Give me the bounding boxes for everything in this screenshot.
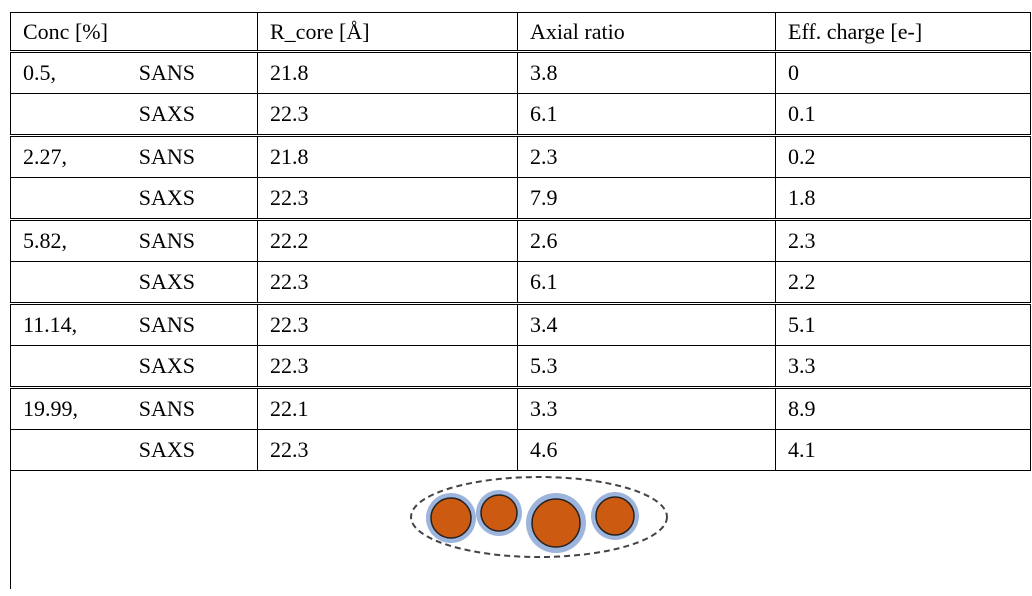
method: SAXS (138, 437, 195, 462)
header-cell: R_core [Å] (257, 12, 518, 52)
value-cell: 3.3 (775, 345, 1031, 388)
concentration: 19.99, (23, 396, 78, 421)
conc-cell: 11.14, SANS (10, 302, 258, 346)
data-row: 0.5, SANS 21.8 3.8 0 (10, 50, 1031, 94)
value-cell: 22.3 (257, 429, 518, 471)
value-cell: 3.3 (517, 386, 776, 430)
value-cell: 4.1 (775, 429, 1031, 471)
conc-cell: 0.5, SANS (10, 50, 258, 94)
illustration-cell (10, 470, 1031, 589)
conc-cell: SAXS (10, 429, 258, 471)
conc-cell: SAXS (10, 93, 258, 136)
conc-cell: SAXS (10, 345, 258, 388)
data-row: SAXS 22.3 4.6 4.1 (10, 429, 1031, 471)
value-cell: 21.8 (257, 50, 518, 94)
method: SAXS (138, 353, 195, 378)
concentration: 11.14, (23, 312, 78, 337)
value-cell: 7.9 (517, 177, 776, 220)
value-cell: 2.6 (517, 218, 776, 262)
value-cell: 0.1 (775, 93, 1031, 136)
value-cell: 2.3 (517, 134, 776, 178)
value-cell: 3.4 (517, 302, 776, 346)
particle (430, 497, 472, 539)
method: SAXS (138, 101, 195, 126)
value-cell: 22.3 (257, 261, 518, 304)
value-cell: 0.2 (775, 134, 1031, 178)
table-body: Conc [%] R_core [Å] Axial ratio Eff. charge… (10, 12, 1031, 471)
value-cell: 5.1 (775, 302, 1031, 346)
value-cell: 22.3 (257, 345, 518, 388)
concentration: 2.27, (23, 144, 67, 169)
concentration: 0.5, (23, 60, 56, 85)
value-cell: 1.8 (775, 177, 1031, 220)
value-cell: 5.3 (517, 345, 776, 388)
data-row: 5.82, SANS 22.2 2.6 2.3 (10, 218, 1031, 262)
results-table: Conc [%] R_core [Å] Axial ratio Eff. charge… (10, 12, 1031, 589)
value-cell: 21.8 (257, 134, 518, 178)
value-cell: 2.3 (775, 218, 1031, 262)
illustration-row (10, 470, 1031, 589)
concentration: 5.82, (23, 228, 67, 253)
header-cell: Axial ratio (517, 12, 776, 52)
data-row: SAXS 22.3 7.9 1.8 (10, 177, 1031, 220)
value-cell: 8.9 (775, 386, 1031, 430)
particle (595, 496, 635, 536)
header-cell: Eff. charge [e-] (775, 12, 1031, 52)
method: SANS (138, 312, 195, 337)
header-cell: Conc [%] (10, 12, 258, 52)
value-cell: 0 (775, 50, 1031, 94)
data-row: 19.99, SANS 22.1 3.3 8.9 (10, 386, 1031, 430)
conc-cell: SAXS (10, 261, 258, 304)
conc-cell: 2.27, SANS (10, 134, 258, 178)
data-row: SAXS 22.3 5.3 3.3 (10, 345, 1031, 388)
header-row: Conc [%] R_core [Å] Axial ratio Eff. charge… (10, 12, 1031, 52)
micelle-illustration (410, 476, 668, 558)
conc-cell: SAXS (10, 177, 258, 220)
data-row: 11.14, SANS 22.3 3.4 5.1 (10, 302, 1031, 346)
value-cell: 22.3 (257, 177, 518, 220)
value-cell: 2.2 (775, 261, 1031, 304)
method: SANS (138, 144, 195, 169)
conc-cell: 19.99, SANS (10, 386, 258, 430)
particle (531, 498, 581, 548)
method: SAXS (138, 269, 195, 294)
value-cell: 22.3 (257, 302, 518, 346)
value-cell: 22.2 (257, 218, 518, 262)
method: SANS (138, 228, 195, 253)
data-row: 2.27, SANS 21.8 2.3 0.2 (10, 134, 1031, 178)
data-row: SAXS 22.3 6.1 2.2 (10, 261, 1031, 304)
method: SANS (138, 60, 195, 85)
dashed-ellipse (410, 476, 668, 558)
conc-cell: 5.82, SANS (10, 218, 258, 262)
method: SAXS (138, 185, 195, 210)
method: SANS (138, 396, 195, 421)
data-row: SAXS 22.3 6.1 0.1 (10, 93, 1031, 136)
particle (480, 494, 518, 532)
value-cell: 4.6 (517, 429, 776, 471)
value-cell: 22.3 (257, 93, 518, 136)
value-cell: 6.1 (517, 261, 776, 304)
value-cell: 3.8 (517, 50, 776, 94)
value-cell: 22.1 (257, 386, 518, 430)
value-cell: 6.1 (517, 93, 776, 136)
